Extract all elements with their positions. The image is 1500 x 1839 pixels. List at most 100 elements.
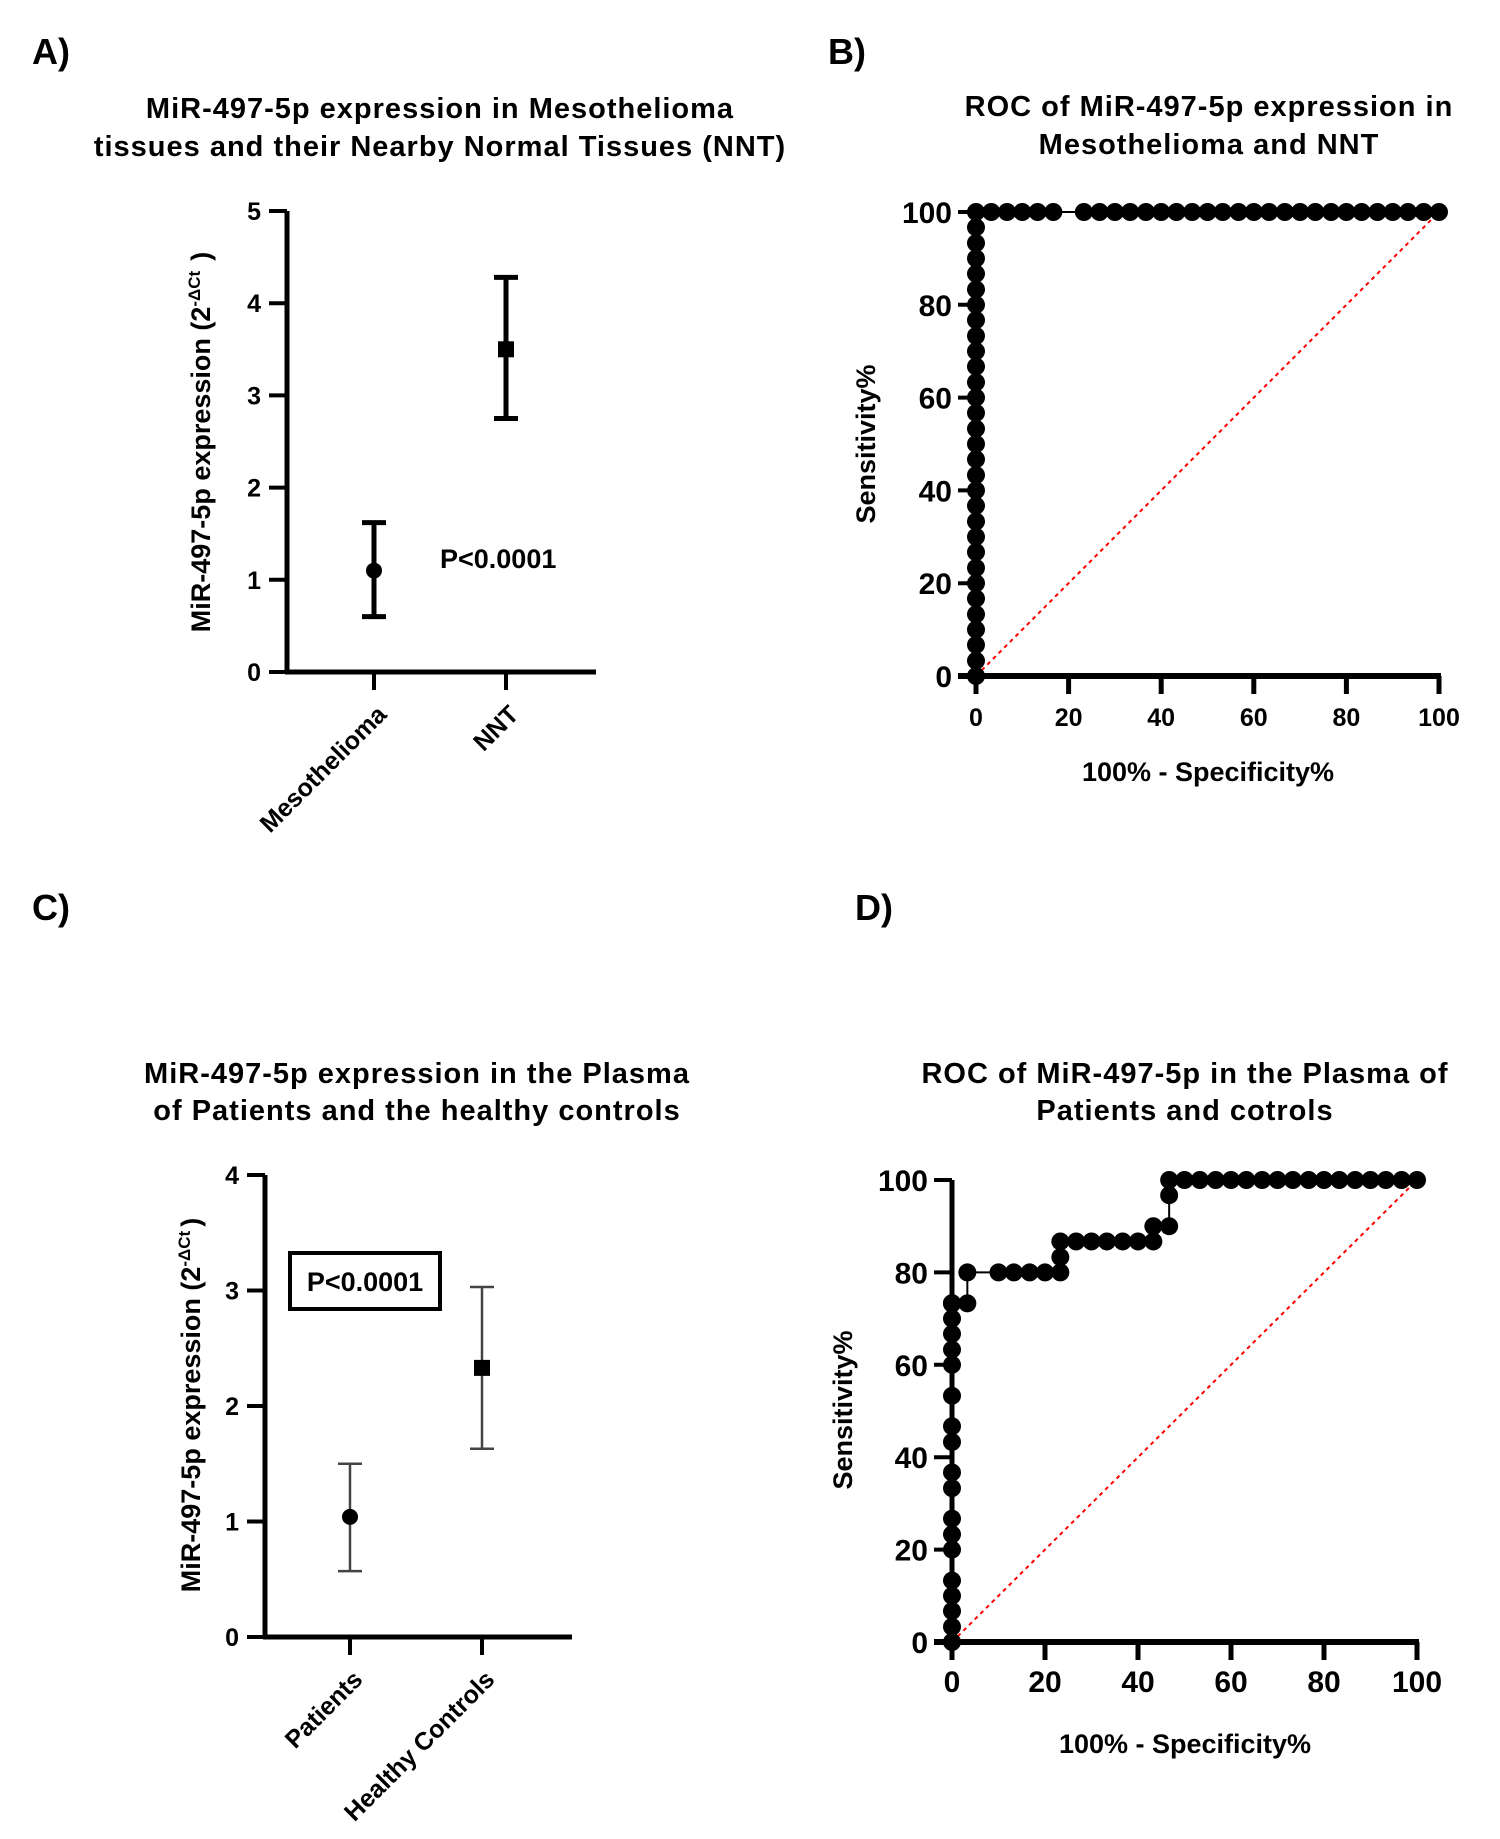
roc-point — [1097, 1232, 1116, 1251]
pvalue-c: P<0.0001 — [307, 1267, 423, 1297]
roc-point — [943, 1509, 961, 1528]
roc-point — [1222, 1171, 1240, 1189]
roc-point — [1213, 203, 1232, 221]
roc-point — [1067, 1232, 1086, 1251]
y-tick-label-c: 3 — [225, 1278, 239, 1306]
y-tick-label-b: 60 — [919, 383, 952, 416]
roc-point — [1268, 1171, 1287, 1189]
roc-point — [1129, 1232, 1147, 1251]
reference-line-b — [975, 211, 1440, 677]
y-tick-label-b: 20 — [919, 568, 952, 601]
title-d-line1: ROC of MiR-497-5p in the Plasma of — [921, 1058, 1448, 1090]
roc-point — [958, 1263, 977, 1282]
roc-point — [1283, 1171, 1302, 1189]
roc-point — [1253, 1171, 1272, 1189]
y-tick-label-d: 0 — [911, 1627, 928, 1660]
xlabel-d: 100% - Specificity% — [1059, 1729, 1311, 1759]
roc-point — [1167, 203, 1186, 221]
roc-point — [1160, 1171, 1179, 1189]
panel-label-a: A) — [32, 31, 70, 72]
x-tick-label-b: 80 — [1332, 704, 1360, 732]
roc-point — [967, 295, 985, 314]
roc-point — [1260, 203, 1279, 221]
roc-point — [958, 1294, 977, 1313]
y-tick-label-a: 2 — [247, 475, 261, 503]
roc-point — [1183, 203, 1202, 221]
roc-point — [1090, 203, 1109, 221]
roc-point — [943, 1340, 961, 1359]
roc-point — [967, 466, 985, 485]
y-tick-label-a: 5 — [247, 198, 261, 226]
x-tick-label-d: 80 — [1307, 1666, 1340, 1699]
roc-point — [1004, 1263, 1023, 1282]
y-tick-label-b: 100 — [902, 197, 952, 230]
x-tick-label-d: 40 — [1121, 1666, 1154, 1699]
roc-point — [1028, 203, 1047, 221]
roc-point — [1337, 203, 1356, 221]
roc-point — [1198, 203, 1217, 221]
roc-point — [1160, 1217, 1179, 1236]
roc-point — [943, 1355, 961, 1374]
roc-point — [1082, 1232, 1101, 1251]
x-tick-label-b: 60 — [1240, 704, 1268, 732]
title-a-line1: MiR-497-5p expression in Mesothelioma — [146, 93, 734, 125]
title-c-line1: MiR-497-5p expression in the Plasma — [144, 1058, 690, 1090]
roc-point — [1315, 1171, 1333, 1189]
roc-point — [967, 589, 985, 608]
roc-point — [1361, 1171, 1380, 1189]
roc-point — [1291, 203, 1310, 221]
roc-point — [967, 311, 985, 330]
ylabel-d: Sensitivity% — [828, 1330, 858, 1489]
roc-point — [967, 558, 985, 577]
roc-point — [967, 373, 985, 392]
roc-point — [967, 651, 985, 670]
roc-point — [1105, 203, 1124, 221]
roc-point — [1322, 203, 1341, 221]
roc-point — [943, 1479, 961, 1498]
roc-point — [967, 234, 985, 253]
roc-point — [967, 543, 985, 562]
title-b-line2: Mesothelioma and NNT — [1039, 129, 1380, 161]
reference-line-d — [951, 1179, 1418, 1643]
roc-point — [967, 357, 985, 376]
mean-point — [366, 562, 382, 579]
roc-point — [943, 1309, 961, 1328]
roc-point — [943, 1571, 961, 1590]
roc-point — [989, 1263, 1008, 1282]
y-tick-label-b: 0 — [935, 661, 952, 694]
roc-point — [943, 1633, 961, 1651]
roc-point — [998, 203, 1017, 221]
ylabel-b: Sensitivity% — [851, 364, 881, 523]
y-tick-label-d: 80 — [895, 1257, 928, 1290]
roc-point — [967, 667, 985, 685]
roc-point — [1237, 1171, 1256, 1189]
roc-point — [967, 574, 985, 593]
y-tick-label-c: 0 — [225, 1624, 239, 1652]
y-tick-label-a: 1 — [247, 567, 261, 595]
x-tick-label-b: 20 — [1055, 704, 1083, 732]
roc-point — [943, 1463, 961, 1482]
roc-point — [1299, 1171, 1318, 1189]
panel-label-c: C) — [32, 887, 70, 928]
roc-point — [967, 326, 985, 345]
roc-point — [1275, 203, 1294, 221]
ylabel-a: MiR-497-5p expression (2-ΔCt) — [185, 252, 216, 632]
roc-point — [1074, 203, 1093, 221]
roc-point — [967, 605, 985, 624]
roc-point — [943, 1602, 961, 1621]
title-a-line2: tissues and their Nearby Normal Tissues … — [94, 131, 786, 163]
roc-point — [967, 388, 985, 407]
roc-point — [967, 496, 985, 515]
title-c-line2: of Patients and the healthy controls — [153, 1095, 680, 1127]
x-tick-label-d: 0 — [944, 1666, 961, 1699]
roc-point — [967, 280, 985, 299]
roc-point — [1121, 203, 1140, 221]
roc-point — [943, 1432, 961, 1451]
roc-point — [943, 1417, 961, 1436]
panel-label-b: B) — [828, 31, 866, 72]
roc-point — [1051, 1232, 1070, 1251]
roc-point — [1376, 1171, 1395, 1189]
roc-point — [1013, 203, 1032, 221]
y-tick-label-b: 40 — [919, 475, 952, 508]
